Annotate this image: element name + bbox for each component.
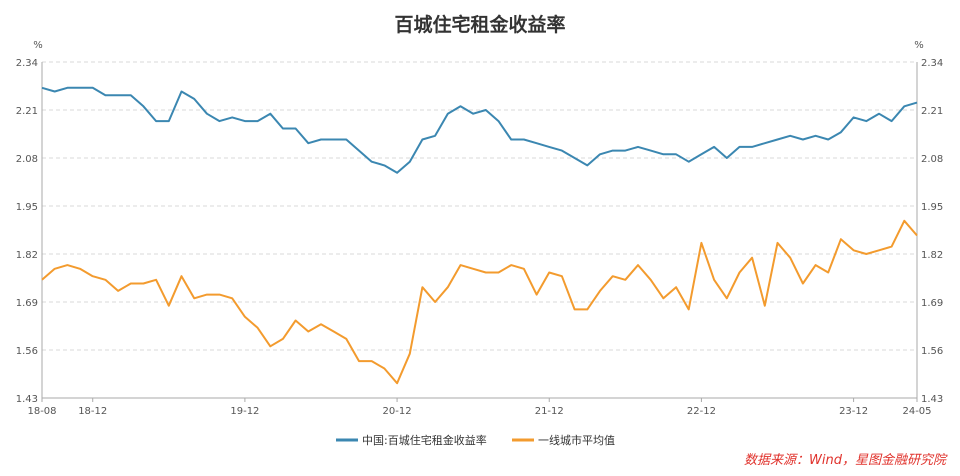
source-note: 数据来源：Wind，星图金融研究院 <box>744 453 946 468</box>
chart-title: 百城住宅租金收益率 <box>394 14 566 36</box>
y-tick-label-left: 1.56 <box>16 346 38 357</box>
y-tick-label-right: 1.82 <box>921 250 943 261</box>
y-tick-label-left: 2.34 <box>16 58 38 69</box>
x-tick-label: 22-12 <box>687 406 716 417</box>
x-tick-label: 23-12 <box>839 406 868 417</box>
y-tick-label-left: 1.69 <box>16 298 38 309</box>
y-tick-label-left: 1.82 <box>16 250 38 261</box>
gridlines <box>42 61 917 399</box>
y-tick-label-left: 1.95 <box>16 202 38 213</box>
y-tick-label-left: 2.08 <box>16 154 38 165</box>
y-tick-label-right: 2.08 <box>921 154 943 165</box>
series-lines <box>41 86 918 385</box>
x-tick-label: 21-12 <box>535 406 564 417</box>
x-tick-label: 20-12 <box>383 406 412 417</box>
y-unit-left: % <box>33 40 43 51</box>
legend-label-2: 一线城市平均值 <box>538 433 615 447</box>
x-tick-label: 18-08 <box>27 406 56 417</box>
x-tick-label: 18-12 <box>78 406 107 417</box>
y-tick-label-right: 1.56 <box>921 346 943 357</box>
y-tick-label-right: 1.43 <box>921 394 943 405</box>
series-line-2 <box>41 219 918 385</box>
axes: 2.34 2.34 2.21 2.21 2.08 2.08 1.95 1.95 1.82 1.82… <box>16 40 944 417</box>
x-tick-label: 24-05 <box>902 406 931 417</box>
y-tick-label-right: 1.69 <box>921 298 943 309</box>
y-tick-label-right: 2.34 <box>921 58 943 69</box>
y-tick-label-left: 1.43 <box>16 394 38 405</box>
x-tick-label: 19-12 <box>230 406 259 417</box>
y-tick-label-left: 2.21 <box>16 106 38 117</box>
y-unit-right: % <box>914 40 924 51</box>
legend-label-1: 中国:百城住宅租金收益率 <box>362 433 487 447</box>
y-tick-label-right: 1.95 <box>921 202 943 213</box>
series-line-1 <box>41 86 918 174</box>
y-tick-label-right: 2.21 <box>921 106 943 117</box>
legend: 中国:百城住宅租金收益率 一线城市平均值 <box>336 433 615 447</box>
